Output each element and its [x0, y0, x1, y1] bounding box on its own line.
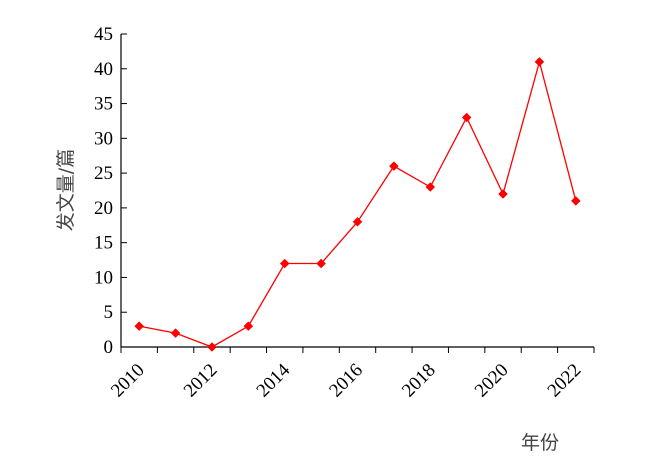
data-point: [243, 321, 254, 331]
x-tick-label: 2018: [398, 360, 440, 402]
data-point: [279, 258, 290, 269]
data-point: [134, 321, 145, 331]
x-axis-title: 年份: [521, 432, 559, 454]
data-point: [498, 189, 508, 199]
x-tick-label: 2012: [180, 360, 222, 402]
x-tick-label: 2010: [107, 360, 149, 402]
y-tick-label: 20: [94, 198, 113, 219]
x-tick-label: 2022: [544, 360, 586, 402]
y-tick-label: 10: [94, 267, 113, 288]
y-tick-label: 40: [94, 59, 113, 80]
data-point: [170, 328, 181, 338]
x-tick-label: 2016: [325, 360, 367, 402]
y-tick-label: 35: [94, 94, 113, 115]
data-point: [352, 216, 363, 227]
data-point: [461, 112, 472, 123]
data-point: [316, 258, 326, 269]
y-axis-title: 发文量/篇: [55, 149, 77, 231]
x-tick-label: 2014: [253, 359, 295, 401]
data-point: [534, 56, 545, 67]
y-tick-label: 45: [94, 24, 113, 45]
series-line: [139, 59, 577, 348]
y-tick-label: 0: [104, 337, 114, 358]
y-tick-label: 25: [94, 163, 113, 184]
data-point: [207, 342, 217, 352]
x-tick-label: 2020: [471, 360, 513, 402]
y-tick-label: 15: [94, 233, 113, 254]
data-point: [389, 161, 399, 172]
data-point: [570, 196, 581, 206]
y-tick-label: 30: [94, 128, 113, 149]
data-point: [425, 182, 436, 192]
y-tick-label: 5: [104, 302, 114, 323]
